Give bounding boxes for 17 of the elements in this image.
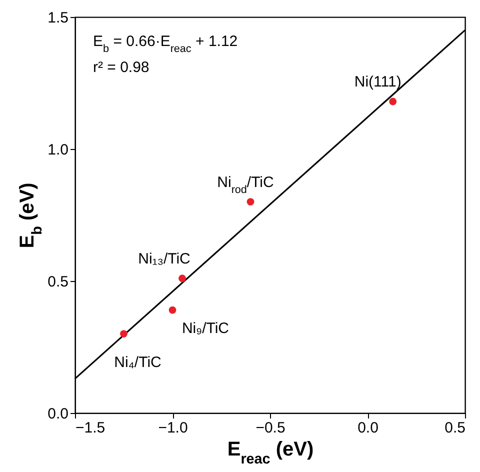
x-tick-label: 0.0 [358, 420, 378, 436]
x-tick-label: 0.5 [444, 420, 466, 436]
x-tick-label: −1.5 [76, 420, 106, 436]
annotation: r² = 0.98 [93, 59, 150, 76]
annotation: E$_{b}$ = 0.66·E$_{reac}$ + 1.12 [93, 33, 238, 55]
annotation: Ni(111) [354, 73, 402, 90]
y-tick-label: 1.0 [48, 142, 68, 158]
annotation: Ni₉/TiC [182, 320, 230, 338]
annotation: Ni₄/TiC [114, 354, 162, 371]
x-axis-title: E$_{reac}$ (eV) [227, 438, 314, 468]
annotation: Ni$_{rod}$/TiC [217, 174, 274, 196]
y-tick-label: 0.5 [48, 274, 68, 290]
x-tick-label: −0.5 [256, 420, 286, 436]
x-tick-label: −1.0 [158, 420, 188, 436]
y-tick-label: 1.5 [48, 10, 68, 26]
y-tick-label: 0.0 [48, 406, 68, 422]
annotation: Ni₁₃/TiC [138, 250, 191, 268]
